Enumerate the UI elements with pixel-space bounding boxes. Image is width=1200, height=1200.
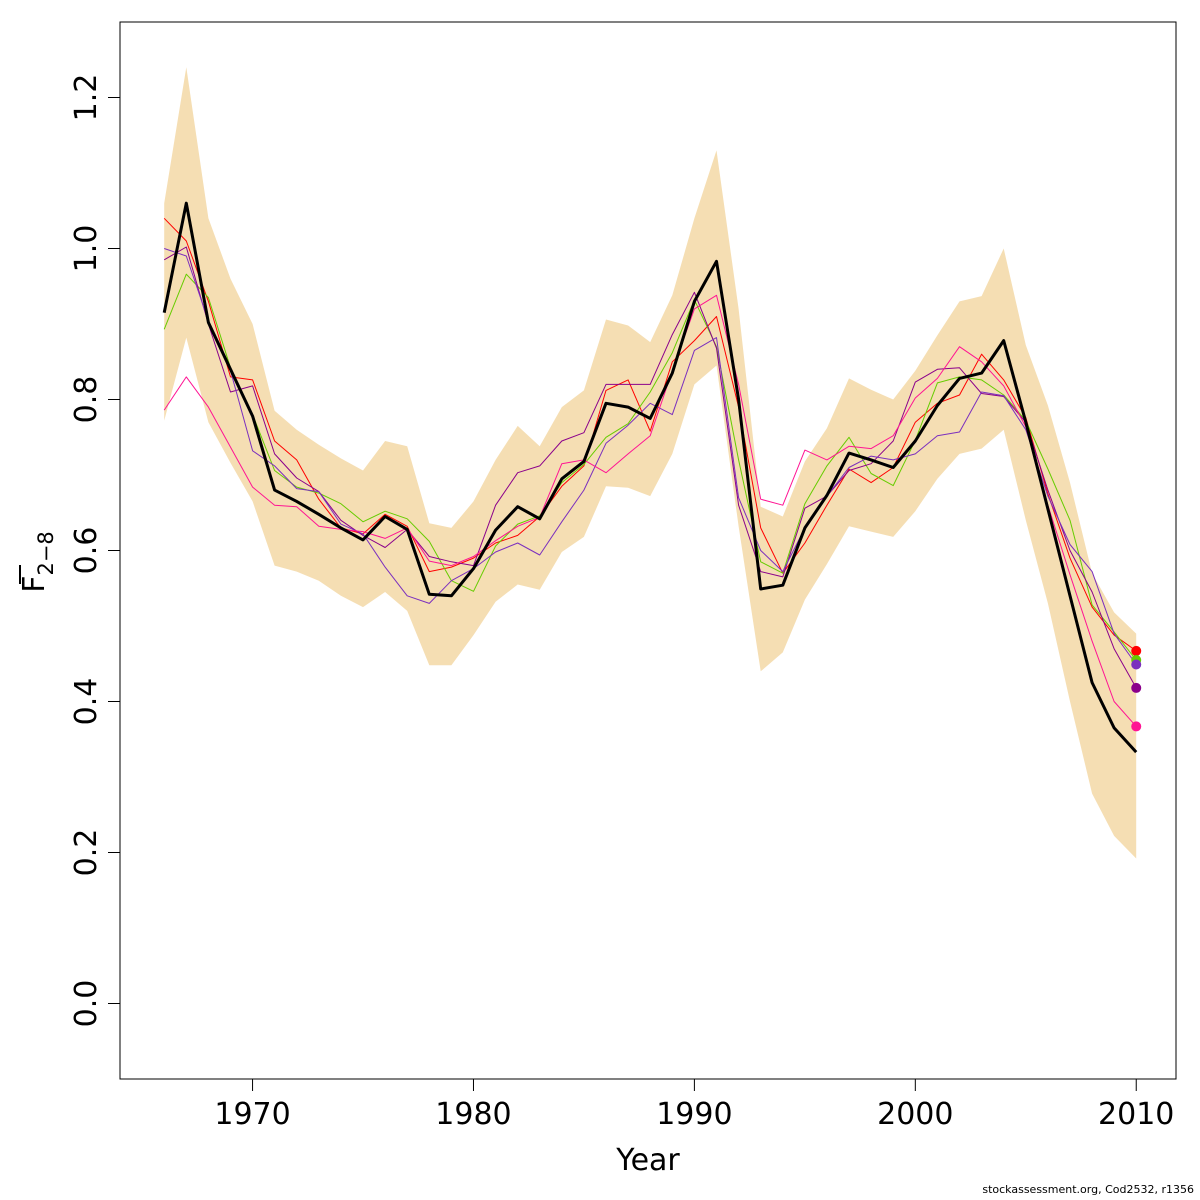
y-axis-title-main: F bbox=[17, 576, 52, 593]
series-line-4 bbox=[163, 246, 1137, 689]
y-tick-label: 0.6 bbox=[69, 527, 104, 575]
y-tick-label: 0.0 bbox=[69, 980, 104, 1028]
endpoint-marker-3 bbox=[1131, 659, 1142, 670]
endpoint-marker-1 bbox=[1131, 645, 1142, 656]
endpoint-marker-4 bbox=[1131, 682, 1142, 693]
x-tick-label: 2010 bbox=[1098, 1097, 1174, 1132]
y-tick-label: 0.8 bbox=[69, 376, 104, 424]
y-axis: 0.0 0.2 0.4 0.6 0.8 1.0 1.2 bbox=[69, 74, 121, 1028]
series-line-3 bbox=[163, 273, 1137, 661]
x-axis-title: Year bbox=[615, 1143, 680, 1178]
y-tick-label: 0.2 bbox=[69, 829, 104, 877]
confidence-band-layer bbox=[164, 67, 1137, 859]
series-line-6 bbox=[163, 294, 1137, 727]
series-line-5 bbox=[164, 248, 1137, 665]
series-line-1 bbox=[162, 201, 1138, 754]
y-axis-title: F2−8 bbox=[17, 531, 58, 593]
x-tick-label: 2000 bbox=[877, 1097, 953, 1132]
series-line-2 bbox=[163, 217, 1137, 652]
endpoint-marker-5 bbox=[1131, 721, 1142, 732]
svg-text:F2−8: F2−8 bbox=[17, 531, 58, 593]
endpoint-layer bbox=[1131, 645, 1142, 732]
y-tick-label: 1.0 bbox=[69, 225, 104, 273]
y-tick-label: 0.4 bbox=[69, 678, 104, 726]
x-tick-label: 1970 bbox=[214, 1097, 290, 1132]
series-layer bbox=[162, 201, 1138, 754]
x-tick-label: 1990 bbox=[656, 1097, 732, 1132]
y-tick-label: 1.2 bbox=[69, 74, 104, 122]
confidence-band bbox=[164, 67, 1137, 859]
y-axis-title-subscript: 2−8 bbox=[34, 531, 58, 575]
x-tick-label: 1980 bbox=[435, 1097, 511, 1132]
footer-credit: stockassessment.org, Cod2532, r1356 bbox=[982, 1183, 1194, 1196]
x-axis: 1970 1980 1990 2000 2010 bbox=[214, 1078, 1174, 1132]
